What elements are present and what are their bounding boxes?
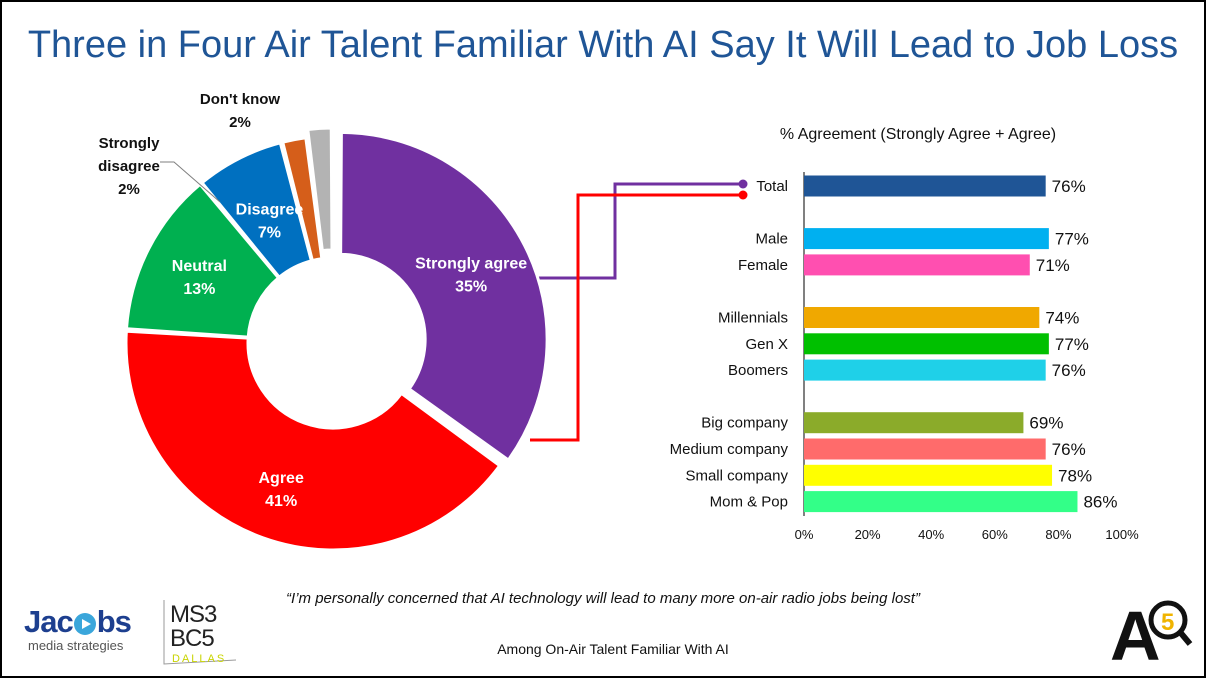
outside-label-strongly-disagree-1: Strongly [99,135,160,152]
bar-medium-company [804,438,1046,460]
x-tick-40: 40% [918,527,944,542]
donut-value-agree: 41% [265,493,297,510]
outside-value-dont-know: 2% [229,114,251,131]
bar-total [804,175,1046,197]
bar-category-small-company: Small company [685,467,788,484]
bar-boomers [804,359,1046,381]
bar-category-boomers: Boomers [728,362,788,379]
bar-value-male: 77% [1055,230,1089,249]
donut-label-neutral: Neutral [172,258,227,275]
x-tick-100: 100% [1105,527,1139,542]
bar-value-gen-x: 77% [1055,335,1089,354]
slide-title: Three in Four Air Talent Familiar With A… [27,24,1179,66]
donut-value-neutral: 13% [183,281,215,298]
connector-lines [530,179,748,442]
ms-logo-line3: DALLAS [172,653,226,665]
chart-canvas: Strongly agree 35% Agree 41% Neutral 13% Disag… [98,91,1139,552]
x-tick-20: 20% [855,527,881,542]
connector-dot-agree [738,190,748,200]
bar-value-total: 76% [1052,177,1086,196]
survey-question-quote: “I’m personally concerned that AI techno… [286,590,920,607]
bar-chart-title: % Agreement (Strongly Agree + Agree) [780,126,1056,143]
bar-category-total: Total [756,178,788,195]
connector-agree [530,193,742,442]
bar-millennials [804,307,1040,328]
outside-label-strongly-disagree-2: disagree [98,158,160,175]
ms3bc5-dallas-logo: MS3 BC5 DALLAS [163,600,237,665]
donut-slice-disagree [199,140,314,280]
ms-logo-line1: MS3 [170,601,217,628]
jacobs-media-logo: Jac bs media strategies [24,606,154,662]
ms-logo-line2: BC5 [170,625,214,652]
donut-value-strongly-agree: 35% [455,279,487,296]
donut-value-disagree: 7% [258,224,281,241]
bar-mom-pop [804,491,1078,513]
donut-label-strongly-agree: Strongly agree [415,256,527,273]
donut-label-disagree: Disagree [236,201,304,218]
donut-slice-strongly-disagree [280,136,324,263]
donut-chart [124,126,549,552]
bar-category-mom-pop: Mom & Pop [710,494,788,511]
donut-label-agree: Agree [258,470,303,487]
x-tick-80: 80% [1045,527,1071,542]
bar-small-company [804,464,1053,486]
x-tick-60: 60% [982,527,1008,542]
connector-strongly-agree [530,182,742,280]
bar-female [804,254,1030,276]
bar-value-millennials: 74% [1045,309,1079,328]
bar-male [804,228,1049,250]
bar-category-male: Male [755,231,788,248]
bar-big-company [804,412,1024,434]
donut-slice-agree [124,329,502,552]
outside-label-dont-know: Don't know [200,91,281,108]
jacobs-logo-subtitle: media strategies [28,638,124,653]
bar-chart: % Agreement (Strongly Agree + Agree) Tota… [670,126,1139,542]
x-tick-0: 0% [795,527,814,542]
bar-value-boomers: 76% [1052,361,1086,380]
bar-gen-x [804,333,1049,355]
play-icon [73,613,96,635]
sample-footnote: Among On-Air Talent Familiar With AI [497,641,729,657]
bar-value-small-company: 78% [1058,466,1092,485]
outside-value-strongly-disagree: 2% [118,181,140,198]
bar-category-female: Female [738,257,788,274]
connector-dot-strongly-agree [738,179,748,189]
bar-value-mom-pop: 86% [1083,493,1117,512]
jacobs-logo-word-right: bs [96,604,132,639]
bar-category-gen-x: Gen X [745,336,788,353]
bar-value-female: 71% [1036,256,1070,275]
leader-line-strongly-disagree [160,161,221,203]
bar-category-medium-company: Medium company [670,441,789,458]
bar-category-big-company: Big company [701,415,788,432]
bar-value-medium-company: 76% [1052,440,1086,459]
donut-slice-neutral [124,182,281,339]
donut-slice-strongly-agree [339,130,549,463]
jacobs-logo-word-left: Jac [24,604,74,639]
donut-labels: Strongly agree 35% Agree 41% Neutral 13% Disag… [98,91,527,510]
bar-value-big-company: 69% [1029,414,1063,433]
donut-slice-don-t-know [306,126,334,253]
bar-category-millennials: Millennials [718,310,788,327]
a5-logo: A 5 [1110,597,1193,664]
a5-logo-digit: 5 [1161,609,1174,636]
